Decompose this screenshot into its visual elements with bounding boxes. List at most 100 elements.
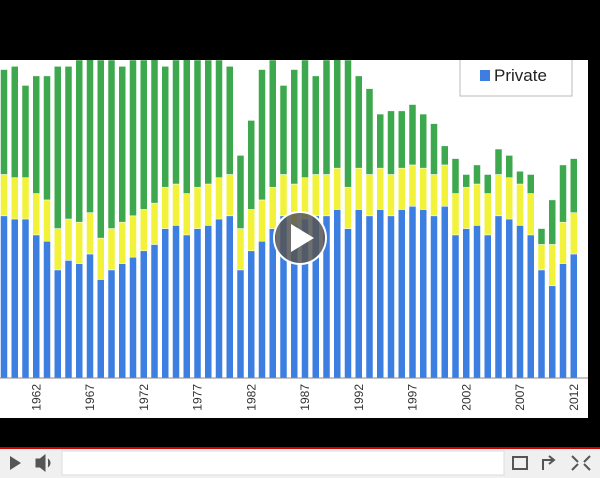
- legend-swatch: [480, 70, 490, 81]
- bar-segment: [559, 164, 567, 223]
- bar-segment: [387, 215, 395, 379]
- bar-segment: [441, 206, 449, 379]
- x-tick-label: 1997: [406, 384, 420, 411]
- bar-segment: [75, 60, 83, 223]
- bar-segment: [118, 263, 126, 379]
- bar-segment: [269, 60, 277, 188]
- bar-segment: [140, 250, 148, 379]
- bar-segment: [451, 193, 460, 236]
- bar-segment: [97, 60, 105, 239]
- bar-segment: [204, 60, 212, 185]
- bar-segment: [537, 228, 546, 245]
- volume-control[interactable]: [35, 453, 51, 473]
- bar-segment: [172, 225, 180, 379]
- bar-segment: [129, 256, 137, 379]
- bar-segment: [118, 221, 126, 264]
- bar-segment: [86, 253, 94, 379]
- bar-segment: [11, 66, 19, 178]
- bar-segment: [279, 174, 288, 217]
- bar-segment: [183, 60, 191, 194]
- bar-segment: [301, 60, 309, 178]
- bar-segment: [21, 177, 30, 220]
- bar-segment: [226, 66, 234, 175]
- bar-segment: [161, 228, 169, 379]
- bar-segment: [333, 167, 341, 210]
- bar-segment: [236, 269, 245, 379]
- bar-segment: [419, 167, 427, 210]
- bar-segment: [247, 209, 255, 252]
- bar-segment: [430, 215, 438, 379]
- bar-segment: [236, 155, 245, 229]
- bar-segment: [505, 218, 513, 379]
- bar-segment: [107, 60, 116, 229]
- bar-segment: [322, 174, 331, 217]
- bar-segment: [473, 164, 481, 185]
- bar-segment: [344, 186, 352, 229]
- share-button[interactable]: [542, 455, 556, 470]
- bar-segment: [398, 110, 406, 169]
- play-icon[interactable]: [291, 224, 314, 252]
- bar-segment: [548, 285, 556, 379]
- bar-segment: [376, 167, 384, 210]
- bar-segment: [537, 244, 546, 271]
- x-tick-label: 1982: [244, 384, 258, 411]
- bar-segment: [516, 225, 524, 379]
- progress-bar[interactable]: [0, 447, 600, 449]
- bar-segment: [86, 60, 94, 213]
- bar-segment: [161, 66, 169, 188]
- bar-segment: [344, 228, 352, 379]
- bar-segment: [322, 60, 331, 175]
- bar-segment: [408, 206, 417, 379]
- bar-segment: [269, 228, 277, 379]
- bar-segment: [258, 69, 266, 201]
- bar-segment: [484, 234, 492, 379]
- bar-segment: [54, 66, 62, 229]
- bar-segment: [570, 158, 578, 213]
- fullscreen-button[interactable]: [571, 455, 591, 471]
- bar-segment: [344, 60, 352, 188]
- bar-segment: [312, 174, 320, 217]
- bar-segment: [398, 209, 406, 379]
- bar-segment: [290, 69, 298, 185]
- bar-segment: [32, 234, 40, 379]
- bar-segment: [451, 158, 460, 194]
- bar-segment: [570, 253, 578, 379]
- bar-segment: [97, 279, 105, 379]
- bar-segment: [365, 215, 374, 379]
- bar-segment: [172, 183, 180, 226]
- bar-segment: [183, 193, 191, 236]
- play-control[interactable]: [10, 456, 21, 470]
- bar-segment: [376, 113, 384, 169]
- bar-segment: [226, 215, 234, 379]
- bar-segment: [97, 237, 105, 280]
- bar-segment: [408, 164, 417, 207]
- popout-button[interactable]: [512, 456, 528, 470]
- bar-segment: [387, 110, 395, 175]
- bar-segment: [32, 193, 40, 236]
- bar-segment: [43, 241, 51, 379]
- bar-segment: [32, 75, 40, 194]
- bar-segment: [494, 215, 503, 379]
- bar-segment: [247, 250, 255, 379]
- bar-segment: [387, 174, 395, 217]
- bar-segment: [505, 177, 513, 220]
- bar-segment: [527, 193, 535, 236]
- bar-segment: [54, 269, 62, 379]
- bar-segment: [269, 186, 277, 229]
- play-button[interactable]: [273, 211, 327, 265]
- bar-segment: [333, 209, 341, 379]
- bar-segment: [129, 60, 137, 217]
- bar-segment: [527, 174, 535, 194]
- seek-track[interactable]: [61, 450, 505, 476]
- bar-segment: [247, 120, 255, 210]
- bar-segment: [312, 75, 320, 175]
- x-tick-label: 1967: [83, 384, 97, 411]
- bar-segment: [355, 75, 363, 169]
- bar-segment: [516, 183, 524, 226]
- bar-segment: [419, 209, 427, 379]
- bar-segment: [226, 174, 234, 217]
- bar-segment: [473, 225, 481, 379]
- bar-segment: [107, 269, 116, 379]
- bar-segment: [0, 69, 8, 175]
